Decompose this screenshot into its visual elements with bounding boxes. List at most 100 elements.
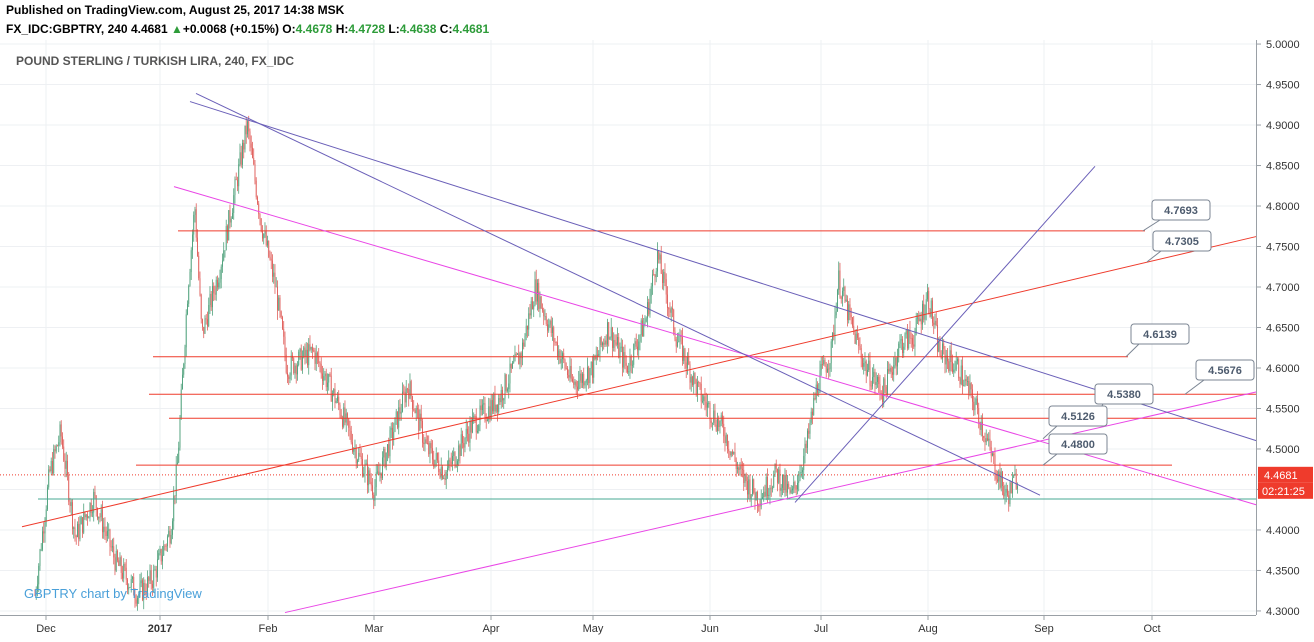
candle-body — [825, 366, 827, 373]
price-chart[interactable]: 4.7693 4.7305 4.6139 4.5676 4.5380 4.5126 4.48… — [0, 40, 1314, 642]
candle-body — [827, 368, 828, 373]
candle-body — [40, 549, 42, 551]
candle-body — [153, 569, 155, 588]
candle-body — [662, 273, 663, 283]
candle-body — [832, 332, 833, 342]
candle-body — [124, 563, 126, 568]
candle-body — [50, 460, 52, 472]
candle-body — [282, 317, 283, 329]
candle-body — [473, 415, 475, 418]
trend-line-purple — [195, 92, 1041, 496]
candle-body — [773, 474, 775, 488]
candle-body — [953, 369, 955, 372]
candle-body — [640, 320, 642, 336]
candle-body — [704, 396, 706, 402]
callout-box — [1048, 405, 1108, 427]
time-axis[interactable]: Dec 2017 Feb Mar Apr May Jun Jul Aug Sep Oct — [0, 615, 1256, 635]
candle-body — [555, 342, 557, 343]
candle-body — [162, 555, 163, 562]
candle-body — [383, 449, 385, 458]
candle-body — [269, 256, 271, 259]
candle-body — [618, 337, 620, 358]
candle-body — [532, 301, 533, 310]
candle-body — [283, 328, 285, 337]
candle-body — [617, 337, 618, 345]
candle-body — [550, 320, 552, 334]
candle-body — [309, 344, 311, 350]
candle-body — [729, 451, 731, 456]
y-tick-label: 4.9500 — [1266, 80, 1300, 92]
candle-body — [424, 439, 426, 445]
candle-body — [468, 433, 470, 443]
candle-body — [373, 494, 375, 501]
candle-body — [55, 445, 57, 452]
candle-body — [1008, 495, 1010, 505]
candle-body — [224, 250, 226, 252]
candle-body — [492, 400, 493, 412]
candle-body — [340, 415, 342, 418]
candle-body — [114, 557, 116, 571]
candle-body — [390, 427, 392, 430]
candle-body — [255, 180, 257, 198]
candle-body — [872, 377, 873, 387]
candle-body — [912, 338, 913, 345]
candle-body — [110, 546, 112, 548]
candle-body — [387, 444, 388, 453]
candle-body — [785, 475, 787, 493]
candle-body — [657, 250, 658, 272]
candle-body — [394, 417, 396, 432]
candle-body — [173, 495, 175, 522]
candle-body — [745, 473, 747, 482]
candle-body — [934, 320, 936, 325]
candle-body — [334, 388, 336, 403]
candle-body — [547, 324, 548, 331]
candle-body — [584, 382, 586, 386]
close-label: C: — [439, 22, 453, 36]
candle-body — [300, 348, 302, 370]
candle-body — [512, 362, 513, 369]
candle-body — [154, 569, 156, 571]
candle-body — [242, 142, 243, 165]
price-axis[interactable]: 5.0000 4.9500 4.9000 4.8500 4.8000 4.7500 4.70… — [1256, 40, 1314, 642]
candle-body — [474, 415, 476, 417]
candle-body — [683, 348, 685, 361]
candle-body — [344, 407, 346, 423]
candle-body — [810, 411, 812, 423]
candle-body — [397, 411, 398, 428]
candle-body — [654, 274, 656, 278]
candle-body — [598, 353, 600, 357]
candle-body — [167, 536, 168, 547]
candle-body — [635, 341, 637, 347]
y-tick-label: 4.8500 — [1266, 161, 1300, 173]
candle-body — [667, 294, 668, 308]
candle-body — [964, 379, 966, 386]
candle-body — [914, 332, 916, 347]
candle-body — [65, 460, 67, 469]
candle-body — [664, 271, 666, 280]
candle-body — [865, 361, 867, 376]
candle-body — [637, 346, 638, 351]
candle-body — [882, 394, 883, 402]
y-tick-label: 4.4000 — [1266, 525, 1300, 537]
candle-body — [755, 491, 757, 501]
candle-body — [965, 379, 967, 382]
candle-body — [105, 531, 107, 537]
candle-body — [707, 403, 708, 408]
candle-body — [78, 523, 80, 540]
candle-body — [890, 367, 892, 373]
candle-body — [115, 550, 117, 571]
trend-line-purple — [794, 166, 1096, 503]
candle-body — [599, 337, 601, 354]
candle-body — [278, 297, 280, 311]
x-tick-label: May — [583, 623, 604, 635]
candle-body — [902, 339, 903, 354]
candle-body — [250, 143, 252, 148]
candle-body — [463, 442, 465, 448]
candle-body — [899, 340, 901, 344]
candle-body — [632, 364, 633, 366]
candle-body — [775, 463, 777, 469]
candle-body — [427, 442, 428, 444]
callout-pointer — [1125, 343, 1140, 358]
candle-body — [198, 255, 200, 279]
candle-body — [378, 471, 380, 476]
